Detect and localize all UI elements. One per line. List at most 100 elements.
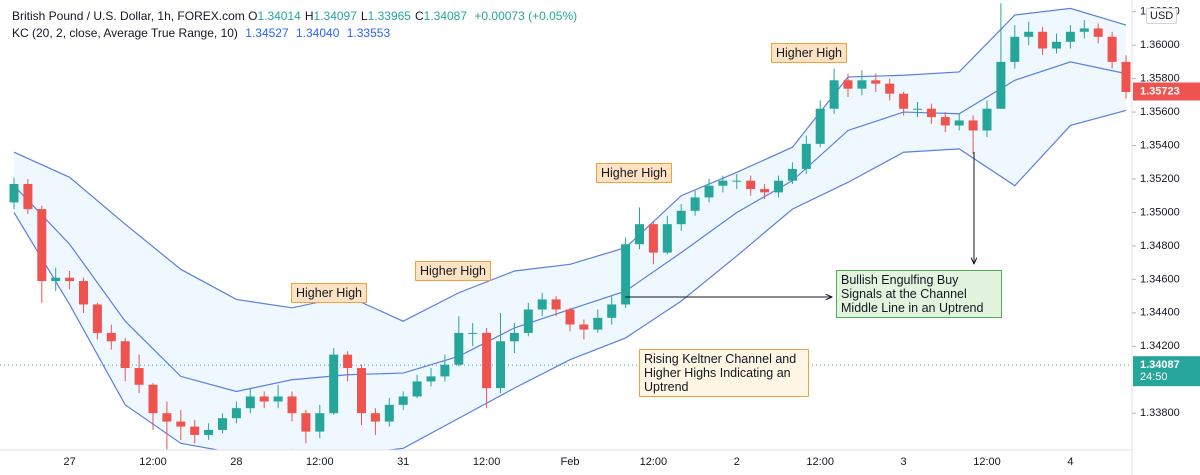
x-tick-label: 12:00 xyxy=(306,456,334,468)
currency-badge[interactable]: USD xyxy=(1146,8,1178,24)
candle-body xyxy=(37,209,47,282)
candle-body xyxy=(1079,28,1089,32)
ohlc-value: 1.34014 xyxy=(257,9,301,23)
candle-body xyxy=(1024,31,1034,37)
candle-body xyxy=(1038,31,1048,49)
legend-header: British Pound / U.S. Dollar, 1h, FOREX.c… xyxy=(12,9,581,23)
ohlc: O1.34014 H1.34097 L1.33965 C1.34087 xyxy=(248,9,471,23)
close-price-label: 1.34087 xyxy=(1140,359,1180,371)
y-tick-label: 1.34800 xyxy=(1140,240,1180,252)
x-tick-label: 27 xyxy=(63,456,75,468)
annotation: Higher High xyxy=(415,261,492,281)
candle-body xyxy=(885,83,895,94)
candle-body xyxy=(454,332,464,365)
countdown-label: 24:50 xyxy=(1140,371,1168,383)
x-tick-label: Feb xyxy=(561,456,580,468)
ohlc-value: 1.34087 xyxy=(423,9,468,23)
candle-body xyxy=(23,184,33,210)
x-tick-label: 12:00 xyxy=(973,456,1001,468)
candle-body xyxy=(231,408,241,419)
candle-body xyxy=(343,354,353,369)
candle-body xyxy=(648,224,658,253)
candle-body xyxy=(287,396,297,414)
candle-body xyxy=(662,224,672,253)
candle-body xyxy=(593,317,603,330)
candle-body xyxy=(148,384,158,414)
candle-body xyxy=(51,277,61,282)
candle-body xyxy=(523,309,533,333)
annotation: Rising Keltner Channel and Higher Highs … xyxy=(639,349,809,397)
candle-body xyxy=(690,197,700,211)
candle-body xyxy=(635,224,644,245)
candle-body xyxy=(899,93,909,109)
y-tick-label: 1.35200 xyxy=(1140,173,1180,185)
candle-body xyxy=(843,80,853,89)
candle-body xyxy=(704,185,714,198)
candle-body xyxy=(1107,36,1117,62)
channel-lower xyxy=(13,109,1127,450)
channel-upper xyxy=(13,7,1127,322)
y-tick-label: 1.34600 xyxy=(1140,273,1180,285)
x-tick-label: 12:00 xyxy=(806,456,834,468)
annotation: Higher High xyxy=(596,163,673,183)
candle-body xyxy=(204,429,214,435)
candle-body xyxy=(384,404,394,422)
candle-body xyxy=(259,396,269,402)
indicator-value: 1.34040 xyxy=(296,26,340,40)
candle-body xyxy=(315,413,325,432)
candle-body xyxy=(801,143,811,169)
candle-body xyxy=(176,421,186,427)
candle-body xyxy=(787,168,797,181)
candle-body xyxy=(746,180,756,190)
candle-body xyxy=(940,117,950,126)
symbol: British Pound / U.S. Dollar, 1h, FOREX.c… xyxy=(12,9,245,23)
candle-body xyxy=(537,299,547,310)
candle-body xyxy=(301,413,311,432)
x-tick-label: 12:00 xyxy=(139,456,167,468)
candle-body xyxy=(370,413,380,422)
candle-body xyxy=(134,368,144,385)
candle-body xyxy=(621,244,631,305)
x-tick-label: 2 xyxy=(734,456,740,468)
candle-body xyxy=(871,80,881,84)
ohlc-key: L xyxy=(360,9,368,23)
candle-body xyxy=(509,332,519,342)
candle-body xyxy=(732,180,742,182)
candle-body xyxy=(996,61,1006,109)
candle-body xyxy=(273,396,283,402)
candle-body xyxy=(1121,61,1131,93)
candle-body xyxy=(718,180,728,186)
candle-body xyxy=(245,396,255,409)
close-price-box xyxy=(1133,356,1200,387)
y-tick-label: 1.35400 xyxy=(1140,139,1180,151)
candle-body xyxy=(440,364,450,377)
candle-body xyxy=(774,180,783,193)
candle-body xyxy=(565,309,575,325)
candle-body xyxy=(190,426,200,435)
candle-body xyxy=(65,277,75,282)
candle-body xyxy=(1052,41,1061,49)
y-tick-label: 1.35600 xyxy=(1140,106,1180,118)
candle-body xyxy=(9,184,19,203)
candle-body xyxy=(496,341,505,389)
candle-body xyxy=(815,108,825,144)
candle-body xyxy=(926,108,936,118)
candle-body xyxy=(412,381,422,397)
candle-body xyxy=(1093,28,1103,37)
candle-body xyxy=(968,120,978,131)
y-tick-label: 1.33800 xyxy=(1140,407,1180,419)
candle-body xyxy=(162,413,172,422)
ohlc-key: O xyxy=(248,9,258,23)
candle-body xyxy=(1065,31,1075,42)
x-tick-label: 12:00 xyxy=(473,456,501,468)
indicator: KC (20, 2, close, Average True Range, 10… xyxy=(12,26,238,40)
last-price-label: 1.35723 xyxy=(1140,85,1180,97)
candle-body xyxy=(79,281,88,305)
annotation: Higher High xyxy=(291,283,368,303)
x-tick-label: 31 xyxy=(397,456,409,468)
candle-body xyxy=(551,299,561,310)
ohlc-value: 1.33965 xyxy=(367,9,411,23)
annotation: Bullish Engulfing Buy Signals at the Cha… xyxy=(836,270,1002,318)
